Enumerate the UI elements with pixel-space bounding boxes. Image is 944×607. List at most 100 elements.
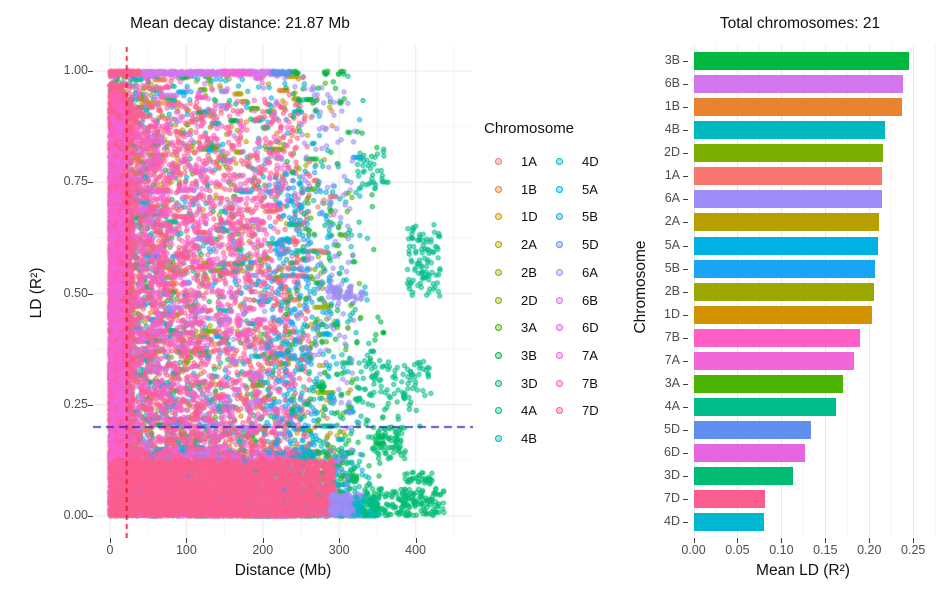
legend-dot-1B [495,185,502,193]
bar-x-tick-label: 0.00 [681,543,706,557]
bar-category-label-7B: 7B [664,329,680,344]
legend-title: Chromosome [484,120,575,137]
bar-category-label-3A: 3A [664,375,680,390]
bar-category-label-1B: 1B [664,99,680,114]
bar-2D [693,144,884,163]
legend-dot-2D [495,296,502,304]
legend-dot-2A [495,241,502,249]
bar-category-label-5D: 5D [664,422,680,437]
legend-dot-5D [556,241,563,249]
bar-y-tickmark [683,522,688,524]
legend-label-2D: 2D [521,292,538,308]
legend-dot-4A [495,407,502,415]
scatter-x-tickmark [110,538,111,543]
bar-category-label-2D: 2D [664,145,680,160]
bar-category-label-1A: 1A [664,168,680,183]
scatter-y-tick-label: 0.50 [63,285,88,300]
legend-label-6A: 6A [582,264,598,280]
scatter-x-tickmark [186,538,188,543]
bar-category-label-6B: 6B [664,76,680,91]
bar-y-tickmark [683,337,688,339]
legend-label-7A: 7A [582,347,598,363]
bar-category-label-2A: 2A [664,214,680,229]
bar-x-tick-label: 0.10 [769,543,794,557]
bar-x-tickmark [737,538,739,543]
legend-label-2B: 2B [521,264,537,280]
bar-y-tickmark [683,314,688,316]
bar-chart-panel [688,45,938,537]
legend-dot-4B [495,435,502,442]
bar-y-tickmark [683,291,688,293]
scatter-x-tickmark [415,538,417,543]
bar-3A [693,374,843,393]
bar-y-tickmark [683,499,688,501]
bar-y-tickmark [683,476,688,478]
legend-label-1B: 1B [521,181,537,197]
bar-y-tickmark [683,245,688,247]
legend-dot-3D [495,379,502,387]
legend-label-6D: 6D [582,320,599,336]
bar-category-label-5B: 5B [664,260,680,275]
bar-5B [693,259,875,278]
bar-category-label-3D: 3D [664,468,680,483]
bar-x-tickmark [869,538,871,543]
bar-y-tickmark [683,130,688,132]
scatter-y-tickmark [88,404,93,406]
scatter-y-tickmark [88,182,93,184]
bar-6D [693,444,806,463]
legend-dot-5A [556,185,563,193]
scatter-x-tickmark [339,538,341,543]
bar-category-label-5A: 5A [664,237,680,252]
bar-y-tickmark [683,383,688,385]
legend-label-4D: 4D [582,154,599,169]
bar-3B [693,52,909,70]
bar-y-tickmark [683,107,688,109]
bar-6A [693,190,882,209]
bar-y-tickmark [683,222,688,224]
scatter-y-tickmark [88,516,93,517]
legend-dot-6D [556,324,563,332]
legend-label-3B: 3B [521,347,537,363]
bar-2A [693,213,879,232]
bar-y-tickmark [683,268,688,270]
legend-label-6B: 6B [582,292,598,308]
legend-label-4B: 4B [521,431,537,446]
bar-5D [693,421,812,440]
bar-x-tickmark [825,538,827,543]
bar-category-label-6A: 6A [664,191,680,206]
scatter-y-tick-label: 0.25 [63,396,88,411]
bar-chart-x-axis-label: Mean LD (R²) [756,562,850,579]
bar-7B [693,328,861,347]
legend-dot-6B [556,296,563,304]
bar-x-tickmark [781,538,783,543]
bar-x-tick-label: 0.20 [857,543,882,557]
scatter-y-tickmark [88,71,93,72]
bar-x-tick-label: 0.15 [813,543,838,557]
bar-y-tickmark [683,407,688,409]
bar-7D [693,490,765,509]
legend-label-4A: 4A [521,403,537,419]
legend-dot-7B [556,379,563,387]
legend-label-5A: 5A [582,181,598,197]
bar-y-tickmark [683,61,688,62]
legend-dot-1D [495,213,502,221]
bar-category-label-6D: 6D [664,445,680,460]
legend-label-7B: 7B [582,375,598,391]
bar-4B [693,121,886,140]
scatter-x-axis-label: Distance (Mb) [234,562,332,579]
bar-5A [693,236,879,255]
legend-dot-7A [556,351,563,359]
legend-dot-5B [556,213,563,221]
bar-4A [693,398,836,417]
legend-dot-3A [495,324,502,332]
bar-y-tickmark [683,430,688,432]
bar-1D [693,305,872,324]
legend-dot-4D [556,158,563,165]
legend-label-3D: 3D [521,375,538,391]
scatter-y-tick-label: 1.00 [63,63,88,77]
scatter-x-tick-label: 100 [175,543,197,557]
scatter-x-tick-label: 300 [328,543,350,557]
bar-category-label-4A: 4A [664,399,680,414]
bar-category-label-1D: 1D [664,306,680,321]
